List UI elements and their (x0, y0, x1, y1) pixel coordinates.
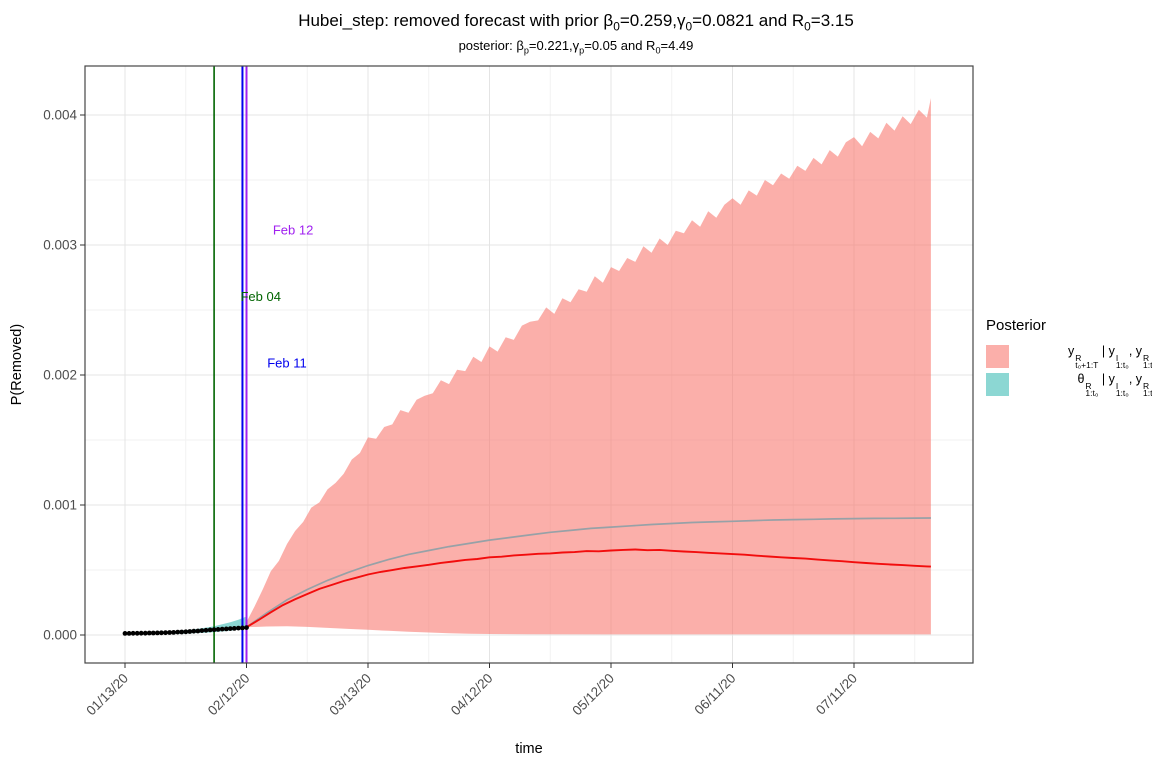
legend-swatch (986, 373, 1009, 396)
x-axis: 01/13/20 02/12/20 03/13/20 04/12/20 05/12/20… (83, 663, 860, 718)
y-axis-title: P(Removed) (9, 324, 25, 405)
deterministic-line (246, 517, 931, 628)
svg-text:0.000: 0.000 (43, 628, 77, 643)
svg-text:Feb 04: Feb 04 (240, 289, 280, 304)
svg-text:07/11/20: 07/11/20 (813, 671, 860, 718)
svg-text:Feb 11: Feb 11 (267, 355, 307, 370)
svg-text:05/12/20: 05/12/20 (569, 671, 617, 719)
svg-text:06/11/20: 06/11/20 (692, 671, 739, 718)
panel-border (84, 65, 974, 664)
svg-text:0.002: 0.002 (43, 368, 77, 383)
svg-text:03/13/20: 03/13/20 (326, 671, 374, 719)
svg-text:0.001: 0.001 (43, 498, 77, 513)
event-vlines (213, 66, 248, 663)
chart-subtitle: posterior: βp=0.221,γp=0.05 and R0=4.49 (458, 38, 694, 56)
svg-text:0.003: 0.003 (43, 238, 77, 253)
legend-entry: θR1:t₀ | yI1:t₀, yR1:t₀ (986, 372, 1152, 397)
x-axis-title: time (515, 741, 542, 757)
legend-swatch (986, 345, 1009, 368)
event-labels: Feb 12 Feb 04 Feb 11 (240, 223, 313, 371)
svg-text:02/12/20: 02/12/20 (205, 671, 253, 719)
y-axis: 0.000 0.001 0.002 0.003 0.004 (43, 108, 85, 643)
posterior-median-line (246, 548, 931, 629)
legend-title: Posterior (986, 317, 1047, 334)
svg-text:0.004: 0.004 (43, 108, 77, 123)
svg-text:04/12/20: 04/12/20 (448, 671, 496, 719)
svg-text:Feb 12: Feb 12 (273, 223, 313, 238)
observed-points (122, 625, 249, 636)
svg-text:01/13/20: 01/13/20 (83, 671, 131, 719)
legend-label: θR1:t₀ | yI1:t₀, yR1:t₀ (1077, 372, 1152, 398)
chart-title: Hubei_step: removed forecast with prior … (298, 11, 854, 34)
forecast-ribbon (246, 98, 931, 635)
